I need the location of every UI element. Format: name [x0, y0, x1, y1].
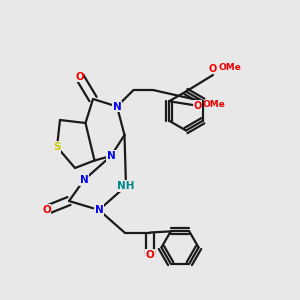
- Text: N: N: [94, 205, 103, 215]
- Text: S: S: [53, 142, 61, 152]
- Text: O: O: [209, 64, 217, 74]
- Text: N: N: [112, 101, 122, 112]
- Text: N: N: [80, 175, 88, 185]
- Text: N: N: [106, 151, 116, 161]
- Text: O: O: [75, 71, 84, 82]
- Text: O: O: [42, 205, 51, 215]
- Text: O: O: [194, 101, 202, 111]
- Text: NH: NH: [117, 181, 135, 191]
- Text: O: O: [146, 250, 154, 260]
- Text: OMe: OMe: [218, 63, 241, 72]
- Text: OMe: OMe: [203, 100, 226, 110]
